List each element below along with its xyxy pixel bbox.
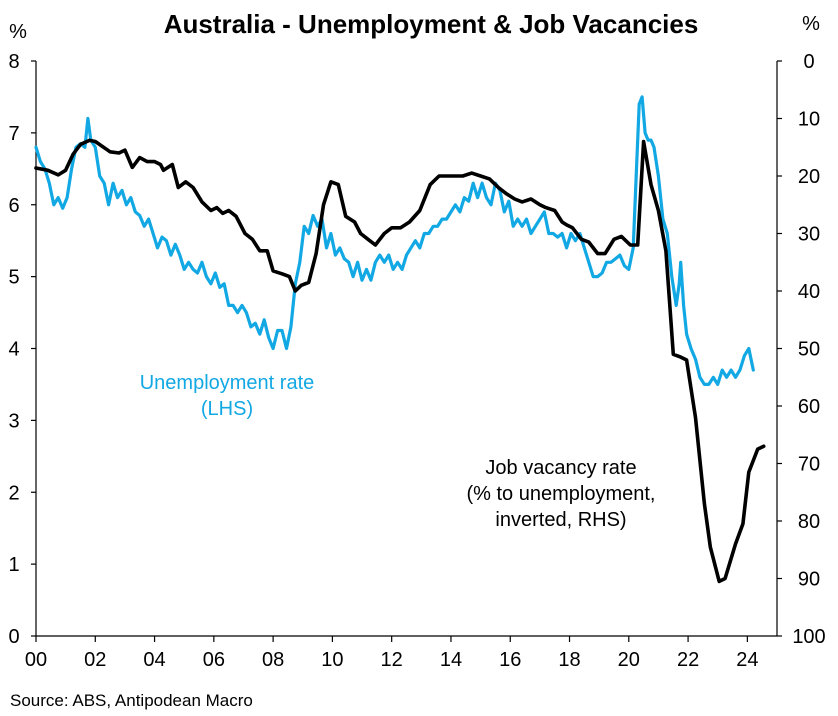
- right-tick-label: 80: [798, 511, 820, 533]
- left-tick-label: 2: [8, 482, 19, 504]
- left-tick-label: 7: [8, 123, 19, 145]
- x-tick-label: 06: [203, 649, 225, 671]
- right-tick-label: 90: [798, 569, 820, 591]
- x-tick-label: 10: [321, 649, 343, 671]
- x-tick-label: 16: [499, 649, 521, 671]
- x-tick-label: 00: [25, 649, 47, 671]
- left-tick-label: 8: [8, 51, 19, 73]
- right-tick-label: 30: [798, 224, 820, 246]
- job-vacancy-rate-line: [34, 138, 766, 584]
- right-tick-label: 20: [798, 166, 820, 188]
- x-tick-label: 02: [84, 649, 106, 671]
- unemployment-rate-line: [34, 95, 755, 386]
- x-tick-label: 18: [558, 649, 580, 671]
- chart-title: Australia - Unemployment & Job Vacancies: [164, 9, 699, 39]
- right-tick-label: 60: [798, 396, 820, 418]
- left-tick-label: 1: [8, 554, 19, 576]
- vacancy-annotation-line-1: Job vacancy rate: [485, 457, 636, 479]
- unemployment-annotation-line-2: (LHS): [201, 398, 253, 420]
- unemployment-annotation-line-1: Unemployment rate: [140, 372, 315, 394]
- left-axis-unit: %: [9, 21, 27, 43]
- axes: [31, 60, 782, 642]
- left-tick-label: 4: [8, 339, 19, 361]
- right-tick-label: 40: [798, 281, 820, 303]
- x-tick-label: 04: [143, 649, 165, 671]
- left-tick-label: 6: [8, 195, 19, 217]
- vacancy-annotation-line-2: (% to unemployment,: [467, 483, 656, 505]
- x-tick-label: 24: [736, 649, 758, 671]
- x-tick-label: 22: [677, 649, 699, 671]
- x-tick-label: 08: [262, 649, 284, 671]
- right-axis-unit: %: [802, 13, 820, 35]
- source-note: Source: ABS, Antipodean Macro: [10, 691, 253, 710]
- right-tick-label: 100: [792, 626, 825, 648]
- right-tick-label: 0: [803, 51, 814, 73]
- vacancy-annotation-line-3: inverted, RHS): [495, 509, 626, 531]
- left-tick-label: 3: [8, 410, 19, 432]
- x-tick-label: 20: [618, 649, 640, 671]
- right-tick-label: 70: [798, 454, 820, 476]
- left-tick-label: 0: [8, 626, 19, 648]
- x-tick-label: 12: [381, 649, 403, 671]
- right-tick-label: 10: [798, 109, 820, 131]
- plot-area: [34, 95, 766, 584]
- right-tick-label: 50: [798, 339, 820, 361]
- x-tick-label: 14: [440, 649, 462, 671]
- left-tick-label: 5: [8, 267, 19, 289]
